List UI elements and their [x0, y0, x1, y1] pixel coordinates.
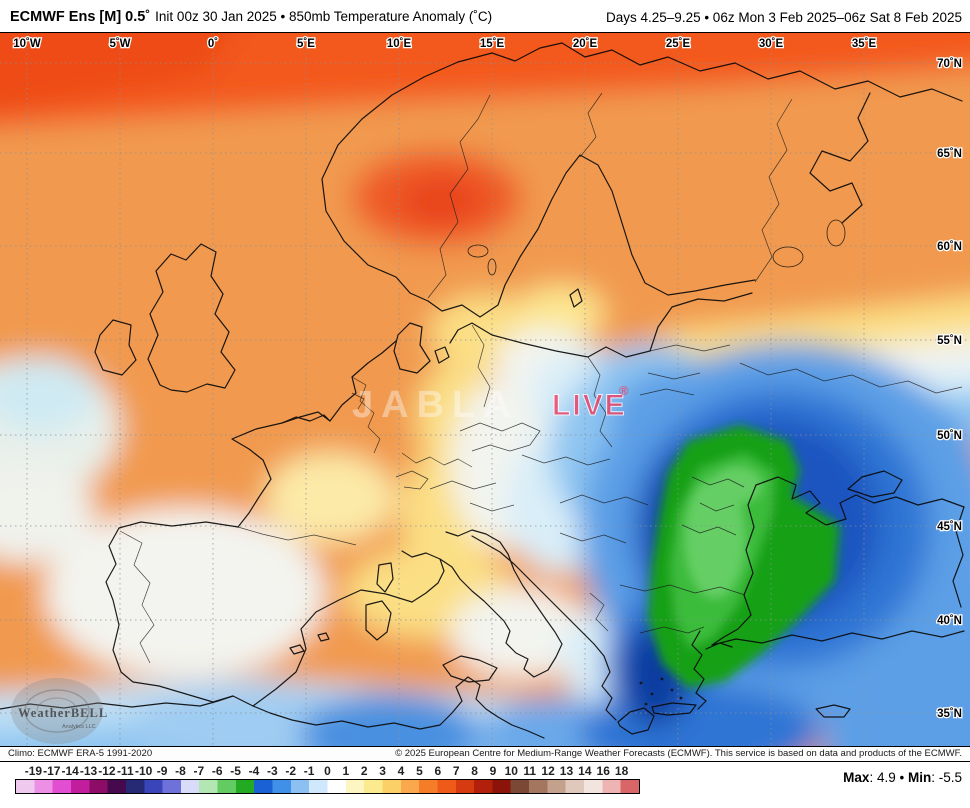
- colorbar-tick: 14: [578, 764, 592, 778]
- colorbar-tick: -17: [43, 764, 61, 778]
- lakes: [467, 219, 846, 276]
- lon-label: 20˚E: [573, 38, 598, 50]
- lon-label: 5˚W: [109, 38, 130, 50]
- run-and-parameter: Init 00z 30 Jan 2025 • 850mb Temperature…: [155, 9, 493, 24]
- colorbar-tick: -12: [98, 764, 116, 778]
- lat-label: 40˚N: [937, 615, 962, 627]
- registered-mark-icon: ®: [619, 383, 629, 398]
- colorbar-ticks: -19 -17 -14 -13 -12 -11 -10 -9 -8 -7 -6 -5 -4 -3 -2 -1 0…: [15, 764, 640, 778]
- model-name: ECMWF Ens [M] 0.5˚: [10, 9, 151, 25]
- lon-label: 0˚: [208, 38, 218, 50]
- colorbar-tick: -19: [24, 764, 43, 778]
- copyright-text: © 2025 European Centre for Medium-Range …: [395, 748, 962, 759]
- latitude-labels: 70˚N 65˚N 60˚N 55˚N 50˚N 45˚N 40˚N 35˚N: [936, 57, 964, 722]
- colorbar-tick: -14: [61, 764, 79, 778]
- color-scale-section: -19 -17 -14 -13 -12 -11 -10 -9 -8 -7 -6 -5 -4 -3 -2 -1 0…: [0, 763, 970, 808]
- lat-label: 35˚N: [937, 708, 962, 720]
- colorbar-tick: 13: [559, 764, 574, 778]
- colorbar-tick: -11: [116, 764, 134, 778]
- max-label: Max: [843, 770, 870, 785]
- colorbar-gradient: [15, 779, 640, 794]
- colorbar-tick: 4: [397, 764, 405, 778]
- lat-label: 70˚N: [937, 58, 962, 70]
- attribution-bar: Climo: ECMWF ERA-5 1991-2020 © 2025 Euro…: [0, 746, 970, 762]
- colorbar-tick: -1: [303, 764, 315, 778]
- colorbar-tick: -4: [248, 764, 260, 778]
- live-watermark: LIVE: [552, 389, 627, 422]
- weatherbell-logo-subtext: Analytics LLC: [62, 724, 96, 730]
- colorbar-tick: 10: [504, 764, 518, 778]
- colorbar-tick: 7: [452, 764, 460, 778]
- colorbar-tick: 3: [379, 764, 386, 778]
- colorbar-tick: 9: [489, 764, 497, 778]
- valid-period: Days 4.25–9.25 • 06z Mon 3 Feb 2025–06z …: [606, 9, 962, 25]
- lat-label: 60˚N: [937, 241, 962, 253]
- colorbar-tick: 0: [324, 764, 331, 778]
- watermarks: JABLA LIVE ® WeatherBELL Analytics LLC: [11, 383, 629, 744]
- colorbar-tick: 8: [471, 764, 478, 778]
- coastlines: [0, 42, 965, 739]
- min-value: -5.5: [938, 770, 962, 785]
- lon-label: 10˚W: [13, 38, 41, 50]
- graticule-grid: [0, 33, 970, 746]
- max-value: 4.9: [876, 770, 896, 785]
- colorbar-tick: -7: [193, 764, 205, 778]
- colorbar-tick: -10: [135, 764, 153, 778]
- lon-label: 5˚E: [297, 38, 315, 50]
- weatherbell-logo-text: WeatherBELL: [18, 706, 108, 720]
- max-min-readout: Max: 4.9 • Min: -5.5: [843, 770, 962, 785]
- colorbar-tick: 12: [541, 764, 555, 778]
- lat-label: 65˚N: [937, 148, 962, 160]
- min-label: Min: [907, 770, 932, 785]
- weatherbell-logo: WeatherBELL Analytics LLC: [11, 678, 108, 744]
- colorbar-tick: -6: [211, 764, 223, 778]
- colorbar-tick: 11: [523, 764, 537, 778]
- colorbar-tick: 6: [434, 764, 442, 778]
- temperature-anomaly-field: [0, 33, 970, 746]
- colorbar-tick: -2: [285, 764, 297, 778]
- colorbar-tick: -13: [79, 764, 98, 778]
- lon-label: 10˚E: [387, 38, 412, 50]
- lat-label: 45˚N: [937, 521, 962, 533]
- lon-label: 30˚E: [759, 38, 784, 50]
- lat-label: 50˚N: [937, 430, 962, 442]
- country-borders: [119, 92, 963, 664]
- map-title: ECMWF Ens [M] 0.5˚ Init 00z 30 Jan 2025 •…: [10, 8, 492, 26]
- colorbar-tick: 2: [360, 764, 368, 778]
- colorbar-tick: -9: [156, 764, 168, 778]
- lon-label: 35˚E: [852, 38, 877, 50]
- map-canvas: JABLA LIVE ® WeatherBELL Analytics LLC 1…: [0, 33, 970, 746]
- colorbar-tick: -5: [230, 764, 241, 778]
- colorbar-tick: 16: [596, 764, 610, 778]
- lon-label: 15˚E: [480, 38, 505, 50]
- colorbar-tick: -8: [175, 764, 186, 778]
- lon-label: 25˚E: [666, 38, 691, 50]
- colorbar-tick: 1: [342, 764, 350, 778]
- climo-reference: Climo: ECMWF ERA-5 1991-2020: [8, 748, 153, 759]
- header: ECMWF Ens [M] 0.5˚ Init 00z 30 Jan 2025 •…: [0, 0, 970, 32]
- jabla-watermark: JABLA: [352, 384, 519, 426]
- lat-label: 55˚N: [937, 335, 962, 347]
- colorbar-tick: 18: [614, 764, 629, 778]
- weather-map: JABLA LIVE ® WeatherBELL Analytics LLC 1…: [0, 32, 970, 747]
- longitude-labels: 10˚W 5˚W 0˚ 5˚E 10˚E 15˚E 20˚E 25˚E 30˚E…: [12, 37, 878, 52]
- colorbar-tick: -3: [267, 764, 278, 778]
- colorbar-tick: 5: [416, 764, 423, 778]
